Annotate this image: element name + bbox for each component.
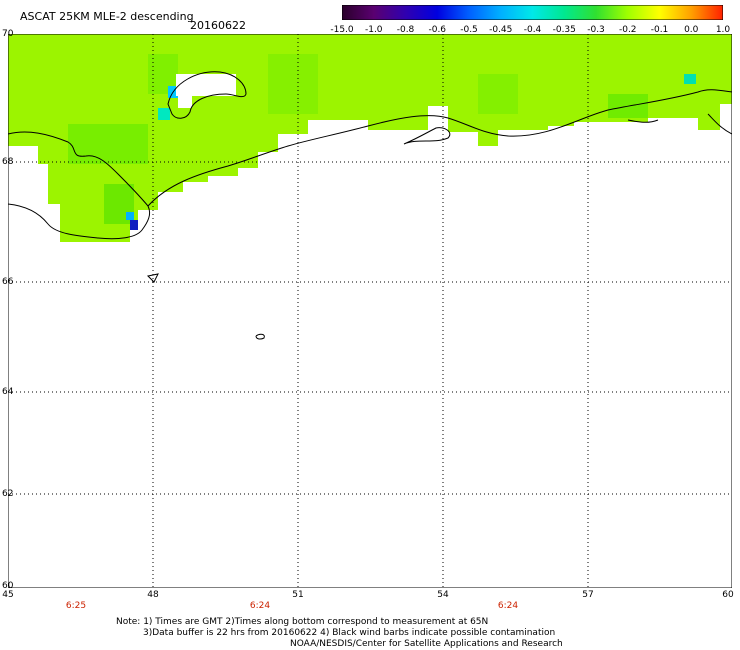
lon-label-60: 60 [722, 590, 734, 600]
colorbar-label: -0.1 [650, 25, 669, 35]
map-title: ASCAT 25KM MLE-2 descending [20, 10, 194, 23]
colorbar-label: 1.0 [715, 25, 731, 35]
footer-note-1: Note: 1) Times are GMT 2)Times along bot… [116, 617, 489, 627]
lat-label-60: 60 [2, 581, 14, 591]
lat-label-64: 64 [2, 387, 14, 397]
colorbar-label: -0.4 [523, 25, 542, 35]
colorbar-labels: -15.0 -1.0 -0.8 -0.6 -0.5 -0.45 -0.4 -0.35 -0.3 -… [330, 25, 730, 37]
colorbar-label: -0.45 [489, 25, 513, 35]
footer-note-2: 3)Data buffer is 22 hrs from 20160622 4)… [143, 628, 556, 638]
lat-label-68: 68 [2, 157, 14, 167]
lon-label-54: 54 [437, 590, 449, 600]
colorbar-label: -0.6 [428, 25, 447, 35]
colorbar [342, 5, 723, 20]
colorbar-label: 0.0 [684, 25, 699, 35]
gridlines [8, 34, 732, 588]
lon-label-51: 51 [292, 590, 304, 600]
colorbar-label: -0.8 [396, 25, 415, 35]
footer-credit: NOAA/NESDIS/Center for Satellite Applica… [290, 639, 563, 649]
colorbar-label: -0.5 [460, 25, 478, 35]
pass-time-3: 6:24 [497, 601, 519, 611]
lon-label-57: 57 [582, 590, 594, 600]
wind-swath [8, 34, 732, 242]
pass-time-1: 6:25 [65, 601, 87, 611]
lat-label-62: 62 [2, 489, 14, 499]
colorbar-gradient [342, 5, 723, 20]
colorbar-label: -15.0 [330, 25, 354, 35]
coastlines [8, 71, 732, 340]
lat-label-66: 66 [2, 277, 14, 287]
colorbar-label: -0.35 [552, 25, 576, 35]
pass-time-2: 6:24 [249, 601, 271, 611]
colorbar-label: -0.2 [618, 25, 637, 35]
map-date: 20160622 [190, 19, 246, 32]
lon-label-45: 45 [2, 590, 14, 600]
lat-label-70: 70 [2, 29, 14, 39]
colorbar-label: -0.3 [587, 25, 605, 35]
colorbar-label: -1.0 [364, 25, 383, 35]
lon-label-48: 48 [147, 590, 159, 600]
map-panel [8, 34, 732, 588]
